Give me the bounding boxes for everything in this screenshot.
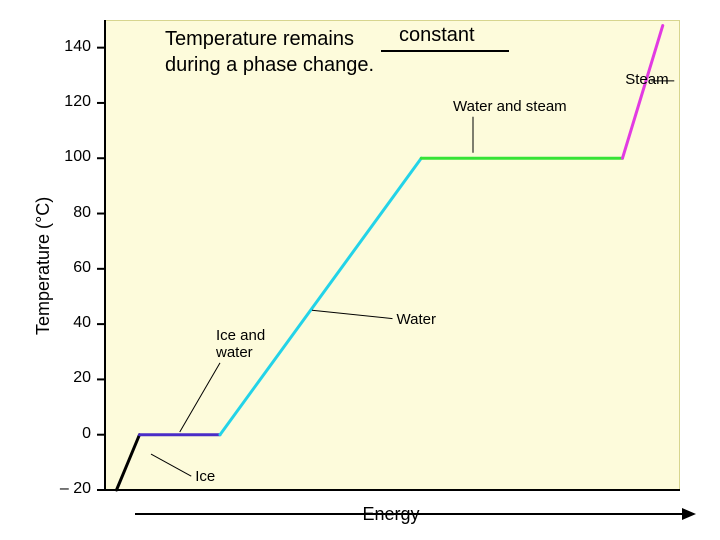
ice-and-water-label-leader: [180, 363, 220, 432]
caption-line-1: Temperature remains: [165, 28, 354, 51]
y-tick-label: – 20: [49, 480, 91, 498]
caption-prefix: Temperature remains: [165, 28, 354, 50]
segment-ice: [117, 435, 140, 490]
y-tick-label: 0: [49, 425, 91, 443]
ice-and-water-label: Ice andwater: [216, 327, 265, 361]
segment-steam: [623, 26, 663, 159]
segment-water: [220, 158, 421, 434]
y-tick-label: 40: [49, 314, 91, 332]
chart-svg: [0, 0, 720, 540]
ice-label: Ice: [195, 468, 215, 485]
caption-line-2: during a phase change.: [165, 54, 374, 77]
ice-label-leader: [151, 454, 191, 476]
page-root: Temperature (°C) Energy Temperature rema…: [0, 0, 720, 540]
y-tick-label: 100: [49, 148, 91, 166]
caption-answer: constant: [399, 24, 475, 47]
y-tick-label: 80: [49, 204, 91, 222]
y-tick-label: 20: [49, 369, 91, 387]
x-axis-label: Energy: [363, 504, 420, 525]
water-and-steam-label: Water and steam: [453, 98, 567, 115]
caption-blank-underline: [381, 50, 509, 52]
y-tick-label: 140: [49, 38, 91, 56]
x-axis-arrow-icon: [682, 508, 696, 520]
y-tick-label: 120: [49, 93, 91, 111]
water-label-leader: [312, 310, 393, 318]
water-label: Water: [397, 311, 436, 328]
y-tick-label: 60: [49, 259, 91, 277]
steam-label: Steam: [625, 71, 668, 88]
